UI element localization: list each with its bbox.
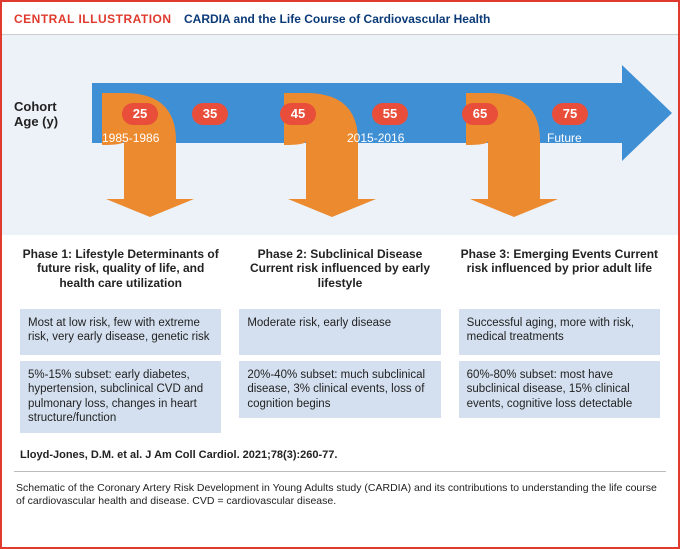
- cohort-line2: Age (y): [14, 115, 58, 130]
- age-pill: 25: [122, 103, 158, 125]
- caption: Schematic of the Coronary Artery Risk De…: [2, 476, 678, 515]
- age-pill: 65: [462, 103, 498, 125]
- phase-title: Phase 3: Emerging Events Current risk in…: [459, 247, 660, 305]
- cohort-age-label: Cohort Age (y): [14, 100, 58, 130]
- age-pill: 55: [372, 103, 408, 125]
- phase-box: Most at low risk, few with extreme risk,…: [20, 309, 221, 355]
- phase-title: Phase 1: Lifestyle Determinants of futur…: [20, 247, 221, 305]
- age-pill: 45: [280, 103, 316, 125]
- header-label: CENTRAL ILLUSTRATION: [14, 12, 172, 26]
- cohort-line1: Cohort: [14, 100, 58, 115]
- phase-column: Phase 3: Emerging Events Current risk in…: [459, 247, 660, 439]
- phase-box: 20%-40% subset: much subclinical disease…: [239, 361, 440, 418]
- figure-header: CENTRAL ILLUSTRATION CARDIA and the Life…: [2, 2, 678, 35]
- phase-box: Moderate risk, early disease: [239, 309, 440, 355]
- year-label: 2015-2016: [347, 131, 404, 145]
- figure-frame: CENTRAL ILLUSTRATION CARDIA and the Life…: [0, 0, 680, 549]
- citation: Lloyd-Jones, D.M. et al. J Am Coll Cardi…: [2, 445, 678, 467]
- phase-box: Successful aging, more with risk, medica…: [459, 309, 660, 355]
- header-title: CARDIA and the Life Course of Cardiovasc…: [184, 12, 490, 26]
- phases-row: Phase 1: Lifestyle Determinants of futur…: [2, 235, 678, 445]
- phase-box: 60%-80% subset: most have subclinical di…: [459, 361, 660, 418]
- age-pill: 75: [552, 103, 588, 125]
- year-label: Future: [547, 131, 582, 145]
- phase-title: Phase 2: Subclinical Disease Current ris…: [239, 247, 440, 305]
- phase-box: 5%-15% subset: early diabetes, hypertens…: [20, 361, 221, 433]
- timeline-diagram: Cohort Age (y) 25 35 45 55 65 75 1985-1986 201…: [2, 35, 678, 235]
- phase-column: Phase 1: Lifestyle Determinants of futur…: [20, 247, 221, 439]
- year-label: 1985-1986: [102, 131, 159, 145]
- divider: [14, 471, 666, 472]
- age-pill: 35: [192, 103, 228, 125]
- phase-column: Phase 2: Subclinical Disease Current ris…: [239, 247, 440, 439]
